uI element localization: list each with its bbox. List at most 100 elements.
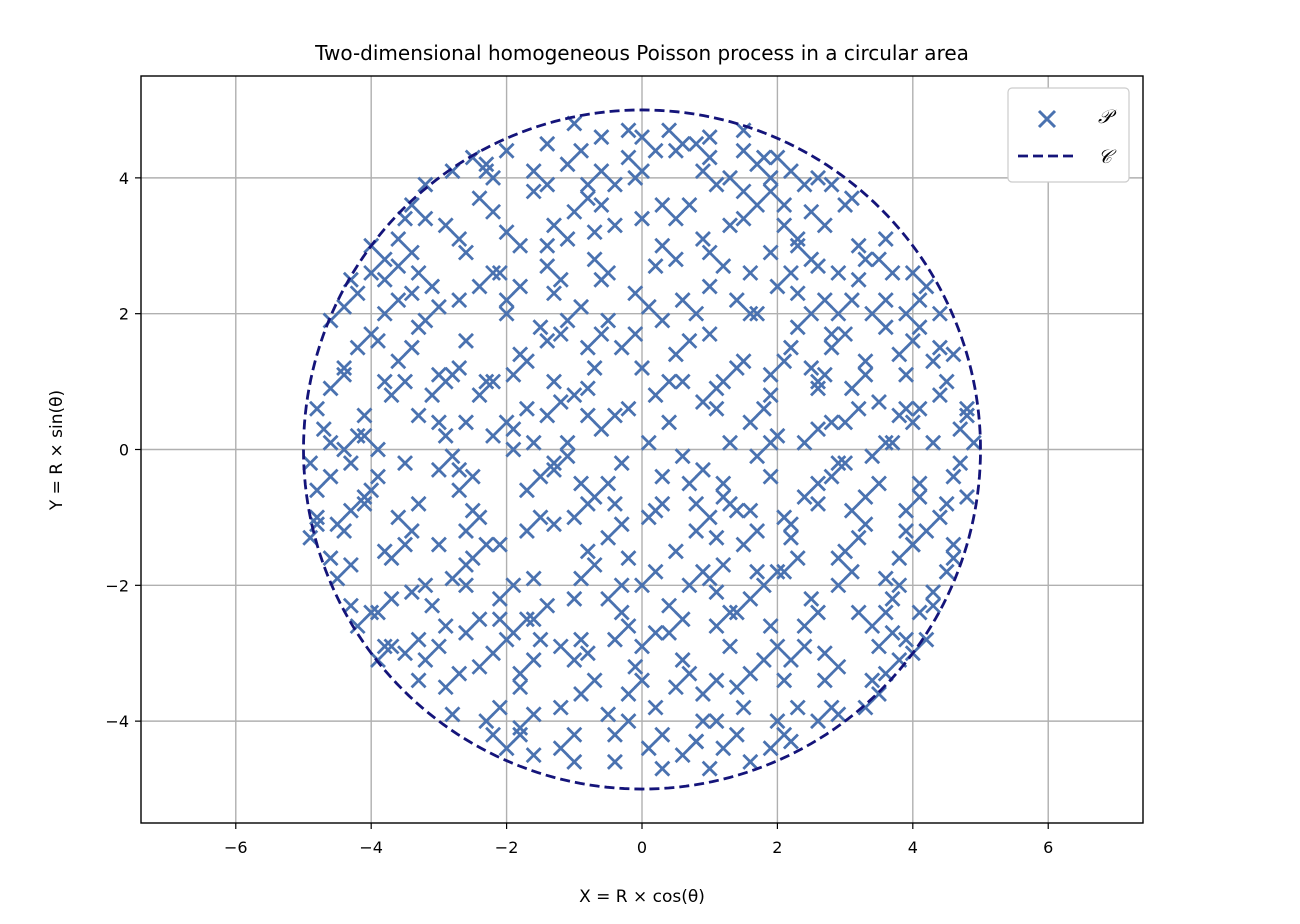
data-point — [539, 332, 556, 349]
data-point — [566, 652, 583, 669]
data-point — [620, 713, 637, 730]
y-tick-label: −4 — [105, 712, 129, 731]
data-point — [566, 590, 583, 607]
data-point — [654, 495, 671, 512]
data-point — [342, 597, 359, 614]
data-point — [342, 455, 359, 472]
data-point — [667, 543, 684, 560]
data-point — [965, 434, 982, 451]
data-point — [931, 509, 948, 526]
data-point — [911, 319, 928, 336]
data-point — [958, 407, 975, 424]
data-point — [525, 570, 542, 587]
data-point — [850, 400, 867, 417]
data-point — [931, 305, 948, 322]
data-point — [369, 604, 386, 621]
data-point — [803, 590, 820, 607]
data-point — [769, 149, 786, 166]
data-point — [864, 618, 881, 635]
data-point — [843, 380, 860, 397]
data-point — [762, 387, 779, 404]
data-point — [911, 604, 928, 621]
data-point — [769, 563, 786, 580]
data-point — [688, 733, 705, 750]
data-point — [498, 414, 515, 431]
data-point — [451, 461, 468, 478]
data-point — [681, 475, 698, 492]
data-point — [681, 332, 698, 349]
data-point — [512, 726, 529, 743]
data-point — [796, 176, 813, 193]
data-point — [505, 441, 522, 458]
data-point — [485, 203, 502, 220]
data-point — [864, 672, 881, 689]
data-point — [728, 502, 745, 519]
data-point — [925, 584, 942, 601]
data-point — [796, 618, 813, 635]
data-point — [627, 658, 644, 675]
data-point — [349, 285, 366, 302]
data-point — [688, 305, 705, 322]
data-point — [437, 373, 454, 390]
data-point — [518, 482, 535, 499]
data-point — [566, 509, 583, 526]
data-point — [559, 448, 576, 465]
data-point — [674, 611, 691, 628]
data-point — [891, 407, 908, 424]
data-point — [789, 699, 806, 716]
data-point — [945, 536, 962, 553]
data-point — [457, 244, 474, 261]
data-point — [857, 353, 874, 370]
data-point — [749, 305, 766, 322]
data-point — [870, 393, 887, 410]
data-point — [870, 475, 887, 492]
x-tick-label: −6 — [224, 838, 248, 857]
x-tick-label: −4 — [359, 838, 383, 857]
data-point — [593, 129, 610, 146]
data-point — [505, 366, 522, 383]
data-point — [525, 434, 542, 451]
data-point — [708, 529, 725, 546]
data-point — [857, 366, 874, 383]
data-point — [512, 278, 529, 295]
data-point — [674, 292, 691, 309]
data-point — [579, 407, 596, 424]
data-point — [586, 251, 603, 268]
data-point — [904, 264, 921, 281]
data-point — [816, 292, 833, 309]
data-point — [606, 217, 623, 234]
data-point — [688, 495, 705, 512]
data-point — [810, 475, 827, 492]
data-point — [877, 604, 894, 621]
data-point — [512, 665, 529, 682]
data-point — [661, 624, 678, 641]
data-point — [613, 577, 630, 594]
data-point — [898, 523, 915, 539]
data-point — [363, 264, 380, 281]
data-point — [654, 760, 671, 777]
data-point — [911, 489, 928, 506]
data-point — [898, 502, 915, 519]
data-point — [722, 169, 739, 186]
data-point — [383, 590, 400, 607]
data-point — [694, 461, 711, 478]
data-point — [742, 753, 759, 770]
data-point — [810, 421, 827, 438]
data-point — [884, 434, 901, 451]
data-point — [742, 665, 759, 682]
y-axis-ticks: −4 −2 0 2 4 — [105, 169, 141, 731]
data-point — [336, 523, 353, 539]
data-point — [397, 373, 414, 390]
data-point — [390, 292, 407, 309]
data-point — [457, 523, 474, 539]
data-point — [485, 373, 502, 390]
data-point — [430, 536, 447, 553]
data-point — [708, 618, 725, 635]
data-point — [518, 611, 535, 628]
data-point — [606, 753, 623, 770]
data-point — [877, 434, 894, 451]
data-point — [877, 292, 894, 309]
data-point — [640, 434, 657, 451]
data-point — [342, 502, 359, 519]
legend-marker-x — [1037, 109, 1057, 129]
